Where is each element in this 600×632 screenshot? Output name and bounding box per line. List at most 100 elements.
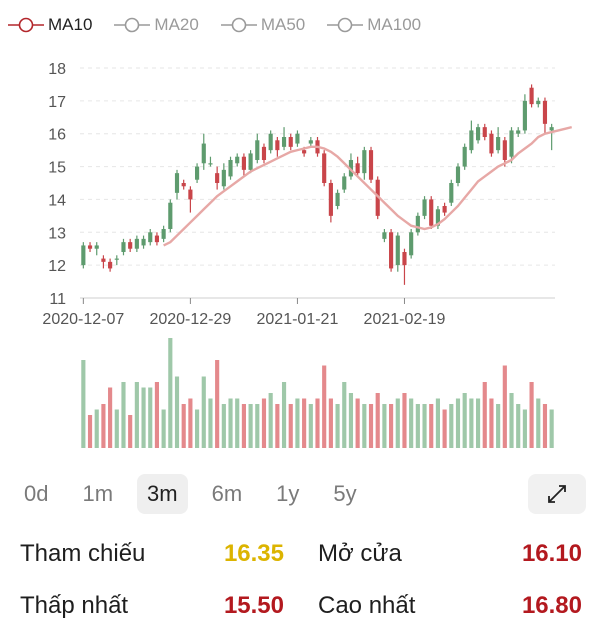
stat-label: Thấp nhất [20, 592, 129, 619]
volume-bar [134, 382, 139, 448]
volume-bar [114, 409, 119, 448]
ma10-line [163, 125, 573, 247]
candle-body [141, 238, 146, 246]
candle-body [288, 137, 293, 147]
candle-body [148, 232, 153, 243]
volume-bar [195, 409, 200, 448]
chart-legend: MA10 MA20 MA50 MA100 [8, 8, 592, 42]
candle-body [161, 229, 166, 239]
candle-body [462, 146, 467, 167]
volume-bar [255, 404, 260, 448]
stat-value: 16.10 [521, 540, 582, 567]
volume-bar [516, 404, 521, 448]
volume-bar [94, 409, 99, 448]
candle-body [241, 156, 246, 170]
volume-bar [429, 404, 434, 448]
volume-bar [502, 365, 507, 448]
x-tick-label: 2021-02-19 [364, 311, 446, 328]
tab-3m[interactable]: 3m [137, 474, 188, 514]
tab-1m[interactable]: 1m [82, 481, 114, 506]
price-chart[interactable]: 11 12 13 14 15 16 17 18 2020-12-07 2020-12-29 2021… [0, 48, 600, 458]
line-circle-icon [8, 17, 44, 33]
candle-body [442, 206, 447, 213]
candle-body [255, 140, 260, 160]
candle-body [475, 127, 481, 141]
line-circle-icon [220, 17, 257, 33]
volume-bar [322, 365, 327, 448]
volume-bar [475, 398, 481, 448]
volume-bar [308, 404, 313, 448]
candle-body [121, 242, 126, 252]
volume-bar [228, 398, 233, 448]
tab-1y[interactable]: 1y [276, 481, 300, 506]
volume-bar [335, 404, 340, 448]
candle-body [402, 252, 407, 266]
volume-bar [81, 360, 86, 448]
candle-body [542, 100, 548, 124]
stat-value: 16.80 [521, 592, 582, 619]
candle-body [389, 232, 394, 269]
volume-bar [315, 398, 320, 448]
candle-body [409, 232, 414, 256]
legend-ma50[interactable]: MA50 [220, 15, 305, 35]
volume-bar [489, 398, 494, 448]
candle-body [235, 156, 240, 164]
candle-body [522, 100, 527, 131]
legend-label: MA20 [154, 15, 199, 34]
volume-bar [482, 382, 487, 448]
candle-body [382, 232, 387, 239]
volume-bar [248, 404, 253, 448]
candle-body [529, 87, 534, 105]
legend-ma10[interactable]: MA10 [8, 15, 92, 35]
volume-bar [141, 387, 146, 448]
candle-body [221, 169, 226, 187]
candle-body [415, 215, 420, 233]
volume-bar [402, 393, 407, 448]
volume-bar [275, 404, 280, 448]
stat-tham-chieu: Tham chiếu 16.35 [20, 540, 284, 568]
volume-bar [462, 393, 467, 448]
stat-mo-cua: Mở cửa 16.10 [318, 540, 582, 568]
legend-ma20[interactable]: MA20 [114, 15, 199, 35]
candle-body [188, 189, 193, 200]
volume-bar [542, 404, 548, 448]
candle-body [422, 199, 427, 216]
y-tick-label: 15 [48, 160, 66, 177]
volume-bar [174, 376, 180, 448]
volume-bar [442, 409, 447, 448]
volume-bar [235, 398, 240, 448]
candle-body [469, 130, 474, 151]
volume-bar [549, 409, 554, 448]
y-tick-label: 17 [48, 94, 66, 111]
legend-label: MA100 [367, 15, 422, 34]
y-tick-label: 16 [48, 127, 66, 144]
tab-5y[interactable]: 5y [333, 481, 357, 506]
tab-6m[interactable]: 6m [211, 481, 243, 506]
candle-body [268, 133, 273, 151]
stat-label: Mở cửa [318, 540, 402, 567]
candle-body [248, 153, 253, 170]
volume-bar [469, 398, 474, 448]
candle-body [281, 137, 287, 147]
candle-body [174, 173, 180, 193]
candle-body [455, 166, 461, 183]
volume-bar [201, 376, 206, 448]
candle-body [342, 176, 347, 190]
candle-body [449, 183, 454, 203]
candle-body [208, 163, 213, 165]
volume-bar [128, 415, 133, 448]
volume-bar [281, 382, 287, 448]
tab-0d[interactable]: 0d [24, 481, 49, 506]
y-tick-label: 12 [48, 258, 66, 275]
candle-body [201, 143, 206, 164]
candle-body [81, 245, 86, 266]
candle-body [335, 192, 340, 206]
candle-body [181, 183, 186, 187]
legend-ma100[interactable]: MA100 [327, 15, 421, 35]
legend-label: MA10 [48, 15, 93, 34]
volume-bar [101, 404, 106, 448]
stat-value: 16.35 [223, 540, 284, 567]
stats-panel: Tham chiếu 16.35 Mở cửa 16.10 Thấp nhất … [20, 528, 584, 632]
expand-button[interactable] [528, 474, 586, 514]
volume-bar [422, 404, 427, 448]
